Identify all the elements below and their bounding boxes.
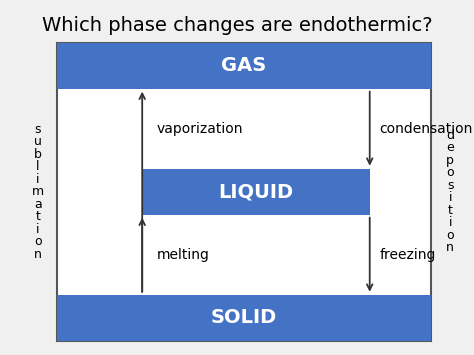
Text: d
e
p
o
s
i
t
i
o
n: d e p o s i t i o n	[447, 129, 454, 255]
Text: GAS: GAS	[221, 56, 267, 75]
Bar	[57, 43, 431, 89]
Bar	[142, 169, 370, 215]
Text: SOLID: SOLID	[211, 308, 277, 327]
Text: condensation: condensation	[379, 122, 473, 136]
Bar	[57, 295, 431, 341]
Text: melting: melting	[156, 248, 210, 262]
Bar	[57, 43, 431, 341]
Text: s
u
b
l
i
m
a
t
i
o
n: s u b l i m a t i o n	[32, 123, 44, 261]
Text: Which phase changes are endothermic?: Which phase changes are endothermic?	[42, 16, 432, 35]
Text: vaporization: vaporization	[156, 122, 243, 136]
Text: freezing: freezing	[379, 248, 436, 262]
Text: LIQUID: LIQUID	[219, 182, 293, 201]
